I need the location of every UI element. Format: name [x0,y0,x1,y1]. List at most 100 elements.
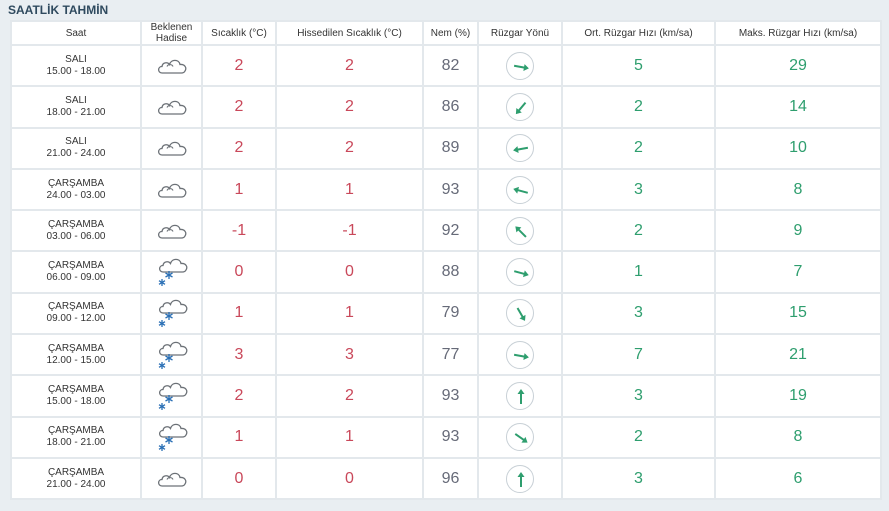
time-range: 03.00 - 06.00 [46,230,106,242]
time-cell: ÇARŞAMBA 12.00 - 15.00 [10,333,142,377]
time-cell: ÇARŞAMBA 15.00 - 18.00 [10,374,142,418]
compass-icon [506,382,534,411]
compass-icon [506,423,534,452]
header-time: Saat [10,20,142,46]
arrow-up-icon [517,471,525,487]
table-row: ÇARŞAMBA 12.00 - 15.00 3 3 77 7 21 [10,333,882,377]
wind-direction-cell [477,333,563,377]
temperature-value: 1 [201,415,277,459]
day-label: ÇARŞAMBA [47,218,105,230]
day-label: ÇARŞAMBA [47,342,105,354]
temperature-value: 2 [201,126,277,170]
day-label: SALI [65,136,87,148]
humidity-value: 88 [422,250,479,294]
table-row: ÇARŞAMBA 18.00 - 21.00 1 1 93 2 8 [10,415,882,459]
table-row: SALI 18.00 - 21.00 2 2 86 2 14 [10,85,882,129]
cloud-icon [157,100,186,115]
feels-like-value: -1 [275,209,424,253]
weather-event-cell [140,456,203,501]
wind-avg-value: 2 [561,209,716,253]
feels-like-value: 2 [275,43,424,88]
time-cell: SALI 18.00 - 21.00 [10,85,142,129]
temperature-value: 2 [201,43,277,88]
day-label: SALI [65,53,87,65]
table-row: ÇARŞAMBA 06.00 - 09.00 0 0 88 1 7 [10,250,882,294]
humidity-value: 77 [422,333,479,377]
weather-event-cell [140,415,203,459]
arrow-down-right-icon [514,433,528,443]
wind-max-value: 15 [714,291,882,336]
forecast-table: Saat Beklenen Hadise Sıcaklık (°C) Hisse… [10,20,882,501]
wind-avg-value: 3 [561,456,716,501]
feels-like-value: 2 [275,126,424,170]
wind-direction-cell [477,415,563,459]
time-range: 18.00 - 21.00 [46,106,106,118]
temperature-value: 2 [201,85,277,129]
time-range: 15.00 - 18.00 [46,396,106,408]
temperature-value: 3 [201,333,277,377]
wind-avg-value: 2 [561,85,716,129]
header-row: Saat Beklenen Hadise Sıcaklık (°C) Hisse… [10,20,882,46]
wind-max-value: 8 [714,167,882,212]
time-range: 21.00 - 24.00 [46,148,106,160]
wind-max-value: 19 [714,374,882,418]
time-range: 09.00 - 12.00 [46,313,106,325]
wind-max-value: 29 [714,43,882,88]
cloud-icon [157,183,186,198]
time-range: 18.00 - 21.00 [46,437,106,449]
header-humidity: Nem (%) [422,20,479,46]
snow-cloud-icon [158,341,187,369]
snow-cloud-icon [158,424,187,452]
temperature-value: -1 [201,209,277,253]
day-label: ÇARŞAMBA [47,260,105,272]
header-event: Beklenen Hadise [140,20,203,46]
time-range: 06.00 - 09.00 [46,272,106,284]
table-row: SALI 21.00 - 24.00 2 2 89 2 10 [10,126,882,170]
humidity-value: 89 [422,126,479,170]
wind-avg-value: 3 [561,167,716,212]
weather-event-cell [140,167,203,212]
wind-direction-cell [477,167,563,212]
wind-direction-cell [477,43,563,88]
arrow-down-right-icon [516,307,526,322]
table-row: ÇARŞAMBA 21.00 - 24.00 0 0 96 3 6 [10,456,882,501]
table-row: ÇARŞAMBA 03.00 - 06.00 -1 -1 92 2 9 [10,209,882,253]
header-wind-dir: Rüzgar Yönü [477,20,563,46]
wind-direction-cell [477,209,563,253]
humidity-value: 93 [422,374,479,418]
header-wind-avg: Ort. Rüzgar Hızı (km/sa) [561,20,716,46]
wind-avg-value: 2 [561,415,716,459]
day-label: ÇARŞAMBA [47,466,105,478]
temperature-value: 1 [201,167,277,212]
wind-direction-cell [477,85,563,129]
day-label: ÇARŞAMBA [47,384,105,396]
cloud-icon [157,141,186,156]
day-label: ÇARŞAMBA [47,425,105,437]
compass-icon [506,51,534,80]
weather-event-cell [140,126,203,170]
weather-event-cell [140,209,203,253]
cloud-icon [157,59,186,74]
wind-avg-value: 7 [561,333,716,377]
time-cell: SALI 15.00 - 18.00 [10,43,142,88]
weather-event-cell [140,85,203,129]
time-range: 21.00 - 24.00 [46,478,106,490]
weather-event-cell [140,333,203,377]
wind-max-value: 8 [714,415,882,459]
arrow-right-down-icon [513,63,529,71]
day-label: ÇARŞAMBA [47,301,105,313]
time-cell: ÇARŞAMBA 09.00 - 12.00 [10,291,142,336]
time-range: 12.00 - 15.00 [46,354,106,366]
snow-cloud-icon [158,382,187,411]
humidity-value: 82 [422,43,479,88]
feels-like-value: 0 [275,456,424,501]
temperature-value: 2 [201,374,277,418]
time-cell: SALI 21.00 - 24.00 [10,126,142,170]
humidity-value: 86 [422,85,479,129]
wind-max-value: 9 [714,209,882,253]
compass-icon [506,175,534,204]
time-range: 24.00 - 03.00 [46,189,106,201]
wind-direction-cell [477,456,563,501]
table-row: ÇARŞAMBA 15.00 - 18.00 2 2 93 3 19 [10,374,882,418]
